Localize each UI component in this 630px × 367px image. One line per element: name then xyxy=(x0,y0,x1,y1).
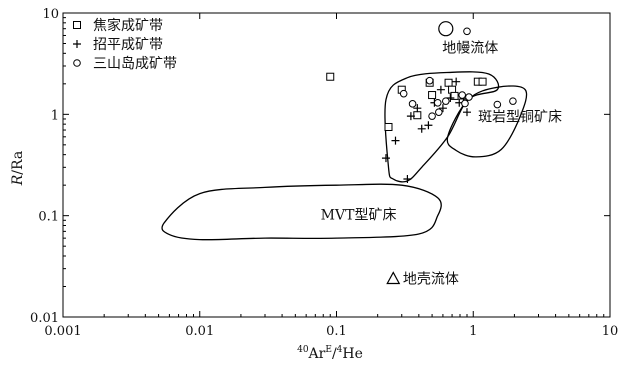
x-axis-title-sup: E xyxy=(325,345,332,355)
legend-marker-square xyxy=(73,21,81,29)
annotation-label: 地幔流体 xyxy=(442,41,498,57)
y-tick-label: 0.1 xyxy=(38,210,59,225)
data-point-circle xyxy=(442,97,450,105)
y-tick-label: 10 xyxy=(42,7,59,22)
legend-label: 招平成矿带 xyxy=(93,37,163,53)
data-point-square xyxy=(384,122,393,131)
data-point-circle xyxy=(425,76,434,85)
data-point-plus xyxy=(413,104,422,113)
regions-layer: MVT型矿床 斑岩型铜矿床 xyxy=(161,71,562,241)
legend-label: 焦家成矿带 xyxy=(93,17,163,34)
x-tick-label: 1 xyxy=(469,324,477,339)
data-point-square xyxy=(478,77,487,86)
x-axis-title-pre2: 4 xyxy=(337,345,343,355)
region-outline xyxy=(446,85,528,158)
legend-marker-circle xyxy=(73,59,81,67)
x-tick-label: 0.001 xyxy=(44,324,81,339)
data-point-square xyxy=(413,111,422,120)
data-point-plus xyxy=(462,108,471,117)
data-point-circle xyxy=(509,97,517,105)
data-point-plus xyxy=(452,77,461,86)
x-axis-title-c: He xyxy=(342,346,363,362)
data-point-square xyxy=(444,78,453,87)
region-label: 斑岩型铜矿床 xyxy=(478,109,562,125)
legend-label: 三山岛成矿带 xyxy=(93,56,177,72)
data-point-plus xyxy=(403,175,412,184)
x-axis-title-b: / xyxy=(332,346,337,362)
x-tick-label: 0.01 xyxy=(185,324,214,339)
legend-marker-plus xyxy=(73,40,81,48)
region-outline xyxy=(161,183,442,241)
data-point-circle xyxy=(463,27,471,36)
x-axis-title-a: Ar xyxy=(308,346,326,362)
annotation-marker-triangle xyxy=(386,271,401,285)
y-axis-title-italic: R xyxy=(10,174,26,186)
x-axis-title: 40ArE/4He xyxy=(297,345,363,362)
x-tick-label: 10 xyxy=(602,324,619,339)
region-label: MVT型矿床 xyxy=(321,207,397,223)
y-axis-title: R/Ra xyxy=(10,151,26,186)
data-point-plus xyxy=(417,124,426,133)
data-point-plus xyxy=(391,136,400,145)
data-point-circle xyxy=(493,100,502,109)
data-point-square xyxy=(428,91,437,100)
data-point-circle xyxy=(433,98,442,107)
x-axis-title-pre: 40 xyxy=(297,345,309,355)
data-point-circle xyxy=(408,100,417,108)
data-point-circle xyxy=(461,99,469,108)
data-point-circle xyxy=(458,91,466,99)
y-tick-label: 1 xyxy=(51,108,59,123)
x-tick-label: 0.1 xyxy=(326,324,347,339)
data-point-plus xyxy=(436,85,445,94)
region-outline xyxy=(384,71,500,183)
y-axis-title-rest: /Ra xyxy=(10,151,26,175)
data-point-plus xyxy=(438,104,447,113)
data-point-square xyxy=(326,72,335,81)
data-point-circle xyxy=(399,89,408,98)
data-point-circle xyxy=(428,112,436,120)
points-layer xyxy=(326,27,517,184)
y-tick-label: 0.01 xyxy=(30,311,59,326)
data-point-plus xyxy=(424,121,433,130)
annotation-marker-circle-large xyxy=(438,21,454,37)
data-point-circle xyxy=(465,93,473,101)
data-point-circle xyxy=(435,108,443,116)
data-point-plus xyxy=(381,154,390,163)
annotation-label: 地壳流体 xyxy=(403,270,459,287)
data-point-plus xyxy=(406,112,415,121)
data-point-square xyxy=(450,91,459,100)
